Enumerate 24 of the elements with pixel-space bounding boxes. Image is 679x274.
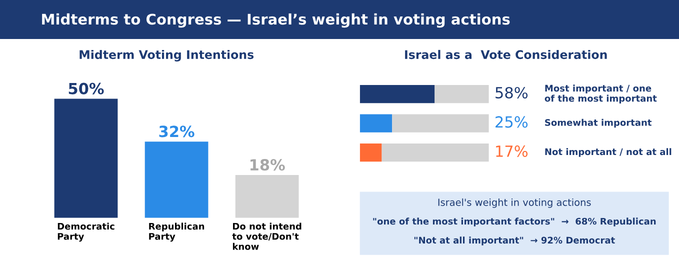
data-label: 58%: [496, 86, 528, 99]
bar: [382, 143, 489, 162]
x-tick-label: Democratic Party: [58, 222, 114, 242]
y-tick-label: Most important / one of the most important: [544, 84, 657, 104]
bar: [360, 114, 392, 132]
text: "one of the most important factors" → 68% Republican: [373, 218, 656, 226]
bar: [434, 85, 489, 104]
bar: [360, 143, 382, 162]
data-label: 17%: [496, 145, 528, 157]
data-label: 50%: [68, 82, 104, 94]
data-label: 18%: [250, 159, 285, 171]
data-label: 32%: [159, 126, 194, 138]
y-tick-label: Somewhat important: [545, 118, 652, 128]
x-tick-label: Republican Party: [149, 222, 204, 242]
data-label: 25%: [496, 116, 528, 128]
y-tick-label: Not important / not at all: [545, 148, 672, 157]
chart-subtitle: Midterm Voting Intentions: [80, 50, 254, 62]
bar: [392, 114, 489, 132]
text: "Not at all important" → 92% Democrat: [414, 236, 615, 246]
x-tick-label: Do not intend to vote/Don't know: [232, 222, 302, 250]
chart-title: Midterms to Congress — Israel’s weight in voting actions: [42, 13, 510, 28]
text: Israel's weight in voting actions: [438, 198, 591, 208]
bar: [360, 85, 435, 104]
chart-title: Israel as a Vote Consideration: [405, 50, 607, 60]
